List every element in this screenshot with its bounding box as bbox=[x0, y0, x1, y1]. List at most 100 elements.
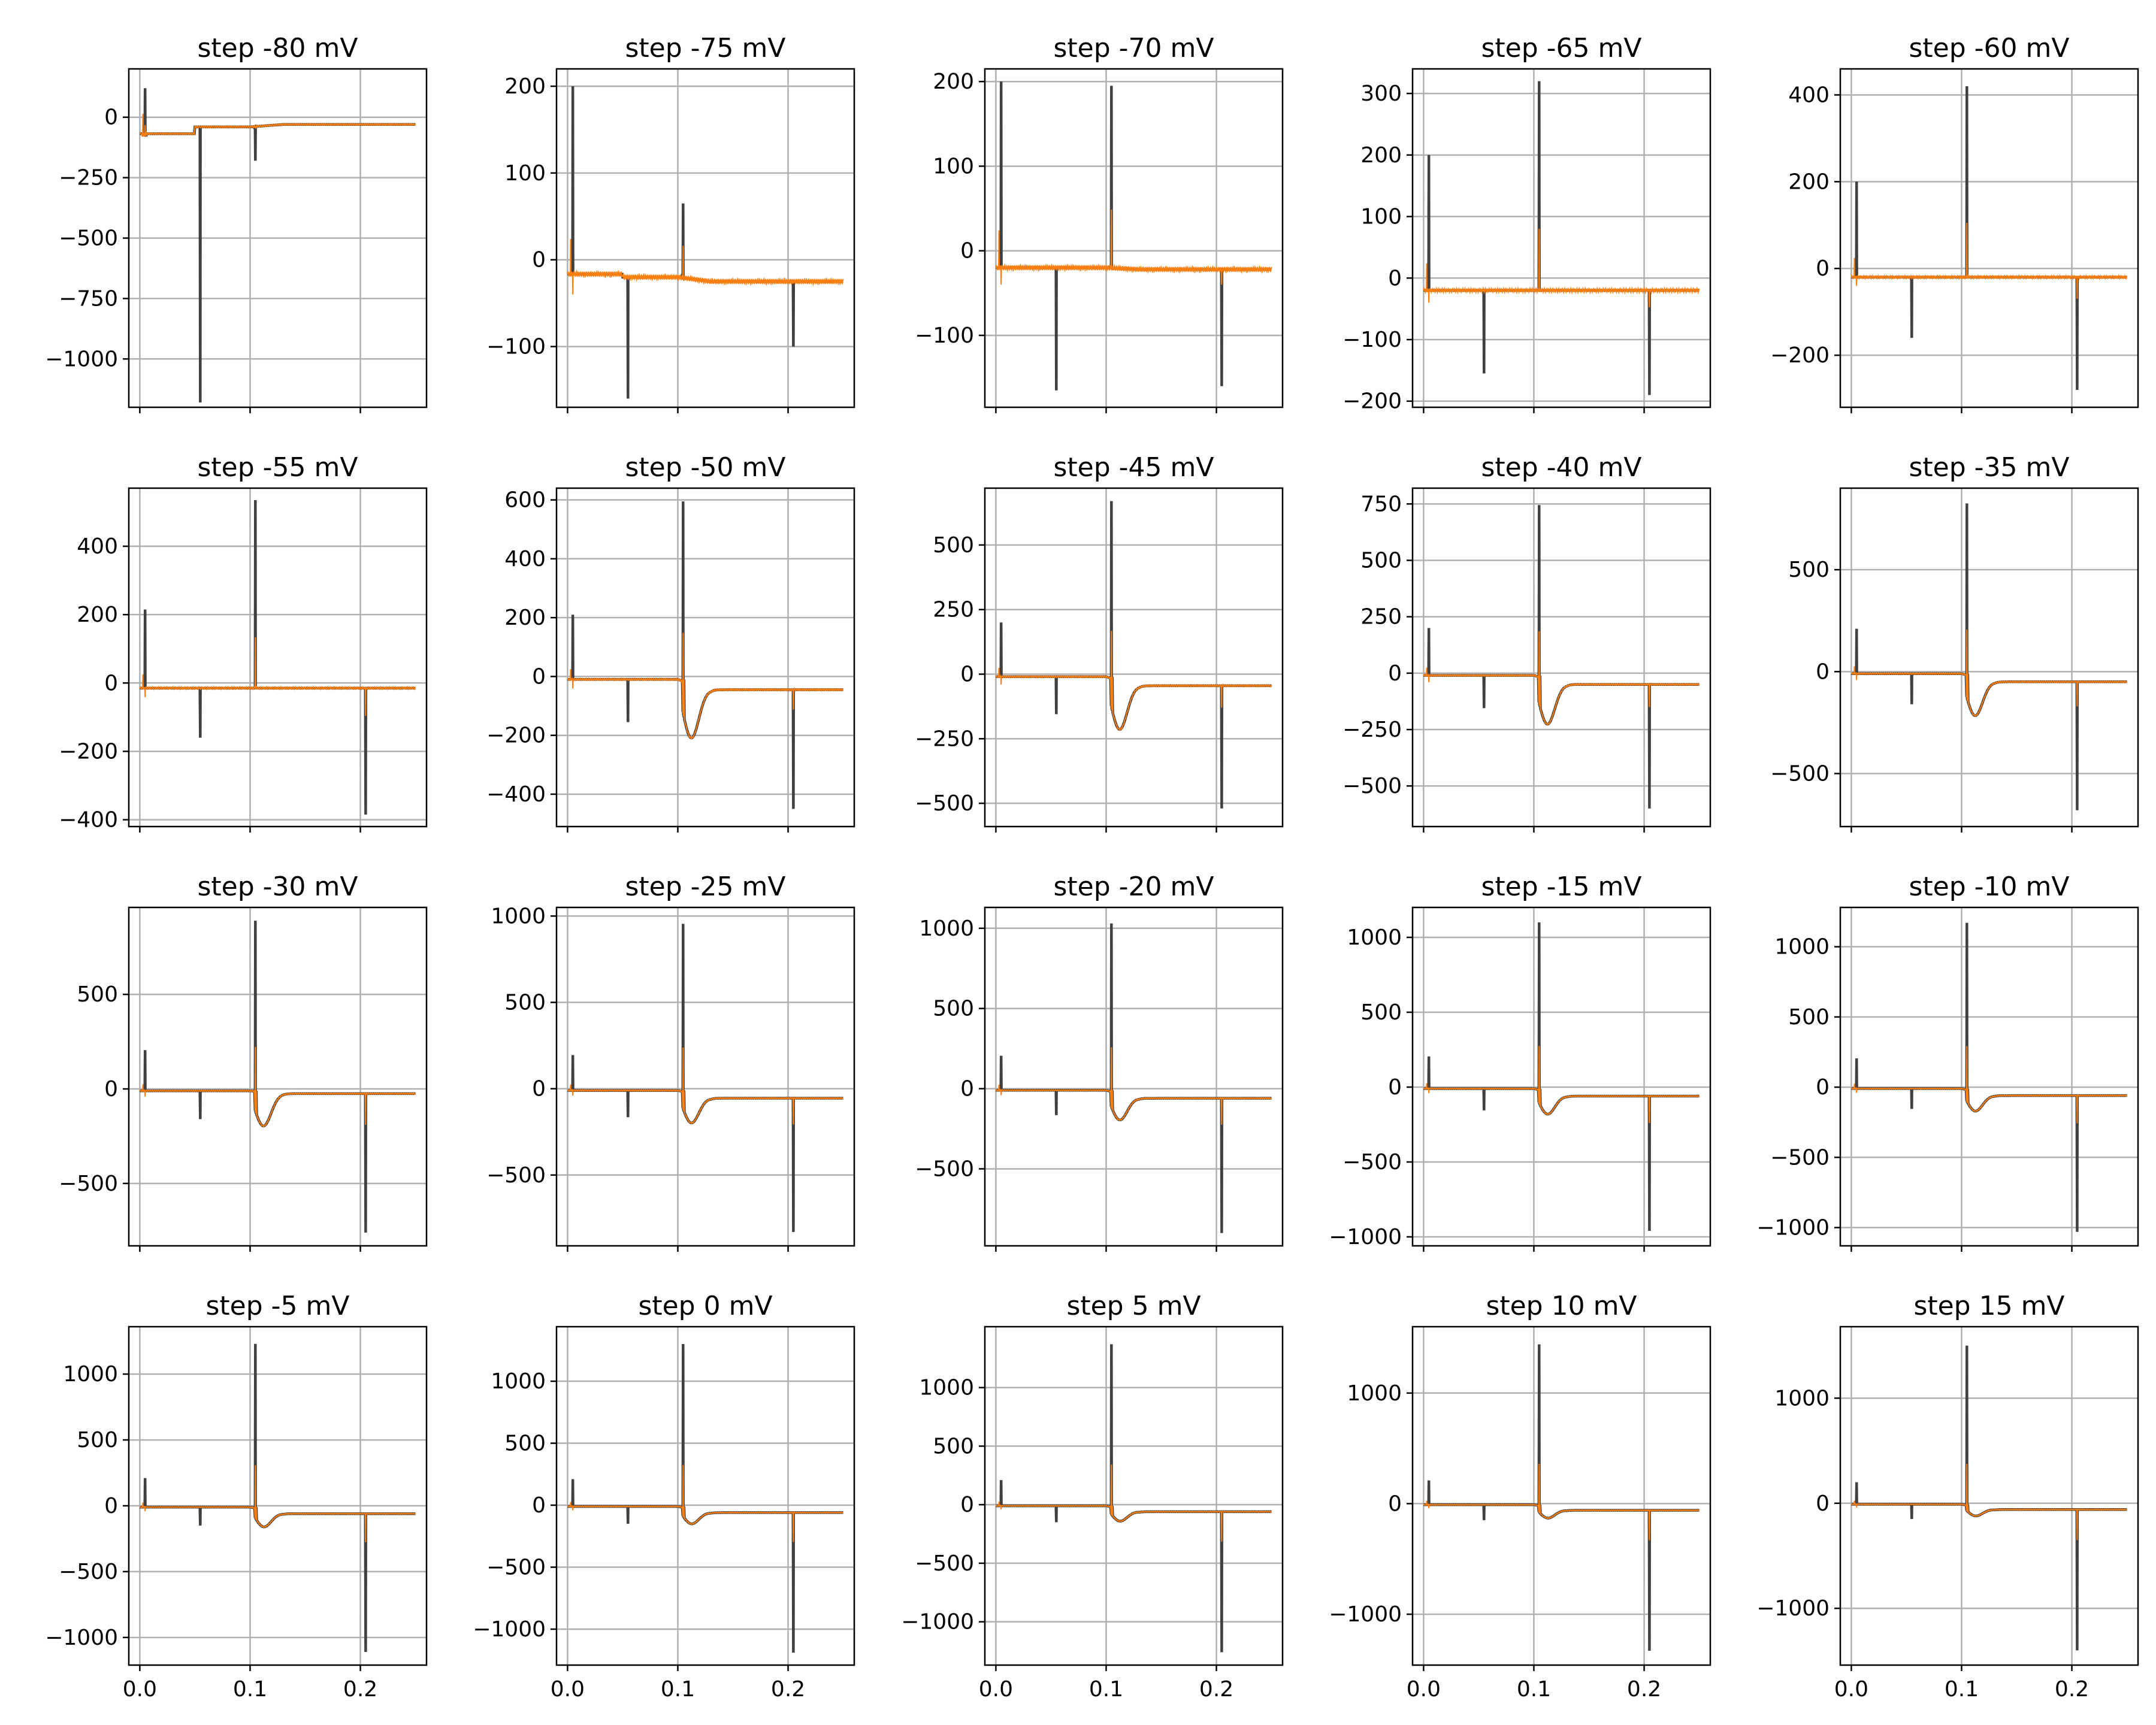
y-tick-label: −400 bbox=[59, 808, 118, 833]
subplot-6: 400 200 0 −200 −400 step -55 mV bbox=[59, 452, 428, 833]
trace-orange bbox=[1850, 630, 2128, 717]
trace-dark bbox=[996, 1344, 1272, 1653]
subplot-20: 1000 0 −1000 0.0 0.1 0.2 step 15 mV bbox=[1756, 1291, 2139, 1702]
y-tick-label: −200 bbox=[59, 739, 118, 764]
subplot-title: step -15 mV bbox=[1481, 871, 1642, 902]
y-tick-label: 0 bbox=[960, 1493, 974, 1517]
axes-frame bbox=[1411, 68, 1712, 408]
y-tick-label: −500 bbox=[59, 1560, 118, 1584]
trace-orange bbox=[995, 1464, 1272, 1542]
subplot-title: step -5 mV bbox=[206, 1291, 350, 1321]
y-tick-label: 1000 bbox=[1347, 925, 1402, 950]
subplot-title: step -55 mV bbox=[198, 452, 358, 483]
y-tick-label: −500 bbox=[1342, 1150, 1402, 1175]
y-tick-label: 0 bbox=[1388, 1075, 1402, 1100]
subplot-title: step -40 mV bbox=[1481, 452, 1642, 483]
subplot-title: step -60 mV bbox=[1909, 33, 2070, 63]
subplot-title: step -20 mV bbox=[1054, 871, 1214, 902]
subplot-title: step -80 mV bbox=[198, 33, 358, 63]
trace-orange bbox=[995, 1047, 1272, 1125]
y-tick-label: 0 bbox=[960, 1077, 974, 1101]
y-tick-label: 1000 bbox=[491, 1369, 546, 1394]
trace-dark bbox=[140, 1343, 416, 1653]
y-tick-label: 500 bbox=[77, 1428, 118, 1452]
y-tick-label: 0 bbox=[1816, 1075, 1830, 1100]
trace-orange bbox=[1423, 1463, 1700, 1541]
y-tick-label: −200 bbox=[486, 724, 546, 748]
subplot-16: 1000 500 0 −500 −1000 0.0 0.1 0.2 step -5 mV bbox=[45, 1291, 428, 1702]
trace-dark bbox=[1851, 1345, 2127, 1651]
y-tick-label: 100 bbox=[504, 161, 546, 186]
axes-frame bbox=[984, 906, 1284, 1247]
y-tick-label: 0 bbox=[532, 1493, 546, 1518]
y-tick-label: 1000 bbox=[63, 1362, 118, 1387]
subplot-title: step -35 mV bbox=[1909, 452, 2070, 483]
trace-orange bbox=[139, 113, 416, 137]
trace-orange bbox=[995, 209, 1272, 285]
y-tick-label: 0 bbox=[1388, 266, 1402, 290]
y-tick-label: 100 bbox=[933, 154, 974, 178]
subplot-4: 300 200 100 0 −100 −200 step -65 mV bbox=[1342, 33, 1712, 414]
y-tick-label: 500 bbox=[933, 997, 974, 1021]
y-tick-label: 0 bbox=[104, 1494, 118, 1518]
y-tick-label: −1000 bbox=[473, 1617, 546, 1642]
subplot-1: 0 −250 −500 −750 −1000 step -80 mV bbox=[45, 33, 428, 413]
subplot-title: step 10 mV bbox=[1486, 1291, 1637, 1321]
subplot-title: step -50 mV bbox=[625, 452, 786, 483]
subplot-title: step -70 mV bbox=[1054, 33, 1214, 63]
x-tick-label: 0.2 bbox=[771, 1677, 805, 1702]
y-tick-label: −500 bbox=[915, 791, 974, 816]
trace-orange bbox=[1850, 1046, 2128, 1124]
y-tick-label: 0 bbox=[104, 671, 118, 695]
trace-orange bbox=[567, 238, 844, 295]
trace-orange bbox=[1423, 1046, 1700, 1124]
y-tick-label: 500 bbox=[504, 991, 546, 1015]
y-tick-label: 500 bbox=[1360, 1000, 1402, 1025]
x-tick-label: 0.1 bbox=[233, 1677, 267, 1702]
trace-dark bbox=[567, 1343, 843, 1653]
axes-frame bbox=[1839, 1325, 2139, 1666]
x-tick-label: 0.0 bbox=[123, 1677, 157, 1702]
axes-frame bbox=[984, 68, 1284, 408]
subplot-2: 200 100 0 −100 step -75 mV bbox=[486, 33, 855, 413]
y-tick-label: 1000 bbox=[919, 1376, 974, 1400]
y-tick-label: −200 bbox=[1342, 389, 1402, 414]
y-tick-label: −500 bbox=[915, 1551, 974, 1576]
trace-orange bbox=[1850, 223, 2128, 299]
y-tick-label: −1000 bbox=[1329, 1602, 1402, 1627]
y-tick-label: 400 bbox=[504, 547, 546, 571]
y-tick-label: −1000 bbox=[1329, 1225, 1402, 1249]
y-tick-label: 0 bbox=[104, 105, 118, 130]
y-tick-label: −1000 bbox=[45, 1626, 118, 1650]
y-tick-label: 600 bbox=[504, 488, 546, 513]
y-tick-label: −1000 bbox=[901, 1610, 974, 1635]
y-tick-label: 250 bbox=[1360, 605, 1402, 630]
subplot-3: 200 100 0 −100 step -70 mV bbox=[915, 33, 1284, 413]
y-tick-label: −500 bbox=[59, 226, 118, 251]
trace-dark bbox=[1851, 86, 2127, 391]
y-tick-label: 0 bbox=[104, 1077, 118, 1101]
subplot-19: 1000 0 −1000 0.0 0.1 0.2 step 10 mV bbox=[1329, 1291, 1712, 1702]
y-tick-label: −200 bbox=[1770, 343, 1830, 368]
subplot-15: 1000 500 0 −500 −1000 step -10 mV bbox=[1756, 871, 2139, 1252]
y-tick-label: 1000 bbox=[1774, 1386, 1830, 1411]
y-tick-label: 1000 bbox=[919, 916, 974, 941]
y-tick-label: 500 bbox=[1788, 558, 1830, 582]
subplot-title: step 5 mV bbox=[1066, 1291, 1201, 1321]
y-tick-label: 200 bbox=[504, 606, 546, 630]
trace-orange bbox=[567, 632, 844, 740]
y-tick-label: 200 bbox=[504, 74, 546, 99]
axes-frame bbox=[1839, 68, 2139, 408]
trace-dark bbox=[996, 81, 1272, 391]
y-tick-label: 1000 bbox=[491, 904, 546, 928]
y-tick-label: 500 bbox=[1360, 549, 1402, 573]
y-tick-label: −250 bbox=[915, 727, 974, 751]
x-tick-label: 0.0 bbox=[979, 1677, 1013, 1702]
subplot-11: 500 0 −500 step -30 mV bbox=[59, 871, 428, 1252]
subplot-7: 600 400 200 0 −200 −400 step -50 mV bbox=[486, 452, 855, 833]
y-tick-label: 0 bbox=[1388, 1491, 1402, 1516]
y-tick-label: 400 bbox=[1788, 83, 1830, 107]
y-tick-label: −500 bbox=[915, 1157, 974, 1181]
axes-frame bbox=[1411, 487, 1712, 828]
y-tick-label: 0 bbox=[1816, 659, 1830, 684]
